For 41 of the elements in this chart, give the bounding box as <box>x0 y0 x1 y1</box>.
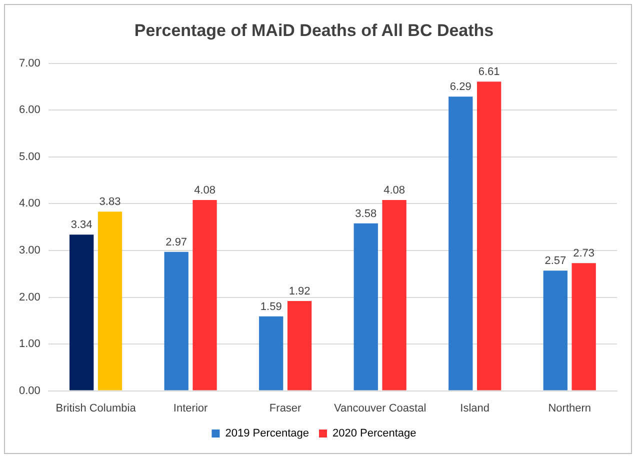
bar <box>354 223 378 390</box>
data-label: 4.08 <box>194 184 216 197</box>
y-tick-label: 2.00 <box>18 291 40 304</box>
bar <box>476 82 502 390</box>
y-tick-label: 4.00 <box>18 198 40 210</box>
bar <box>69 234 94 390</box>
data-label: 3.34 <box>70 219 92 232</box>
bar <box>382 200 406 390</box>
data-label: 3.83 <box>99 196 121 208</box>
bar <box>259 316 284 390</box>
data-label: 6.29 <box>450 81 472 94</box>
data-label: 1.92 <box>288 286 310 298</box>
chart-title: Percentage of MAiD Deaths of All BC Deaths <box>134 20 494 40</box>
data-label: 2.97 <box>166 236 188 248</box>
legend-label: 2020 Percentage <box>332 428 416 440</box>
x-tick-label: Island <box>460 402 490 414</box>
data-label: 2.57 <box>544 255 566 268</box>
bar <box>164 252 188 390</box>
x-tick-label: Interior <box>173 402 208 414</box>
bar <box>192 200 217 390</box>
data-label: 1.59 <box>260 300 282 313</box>
y-tick-label: 3.00 <box>18 244 40 257</box>
y-tick-label: 6.00 <box>18 104 40 116</box>
x-tick-label: Vancouver Coastal <box>334 402 426 414</box>
y-tick-label: 5.00 <box>18 150 40 163</box>
bar <box>98 212 122 390</box>
data-label: 3.58 <box>355 208 377 220</box>
data-label: 6.61 <box>478 66 500 78</box>
y-tick-label: 0.00 <box>18 384 40 397</box>
bar <box>543 270 568 390</box>
y-tick-label: 1.00 <box>18 338 40 350</box>
x-tick-label: Fraser <box>269 402 302 414</box>
x-tick-label: Northern <box>548 402 592 414</box>
data-label: 4.08 <box>384 184 406 197</box>
bar <box>448 96 473 390</box>
data-label: 2.73 <box>573 248 595 260</box>
y-tick-label: 7.00 <box>18 57 40 70</box>
bar <box>572 263 596 390</box>
bar <box>287 301 312 390</box>
legend-label: 2019 Percentage <box>225 428 310 440</box>
x-tick-label: British Columbia <box>56 402 137 414</box>
